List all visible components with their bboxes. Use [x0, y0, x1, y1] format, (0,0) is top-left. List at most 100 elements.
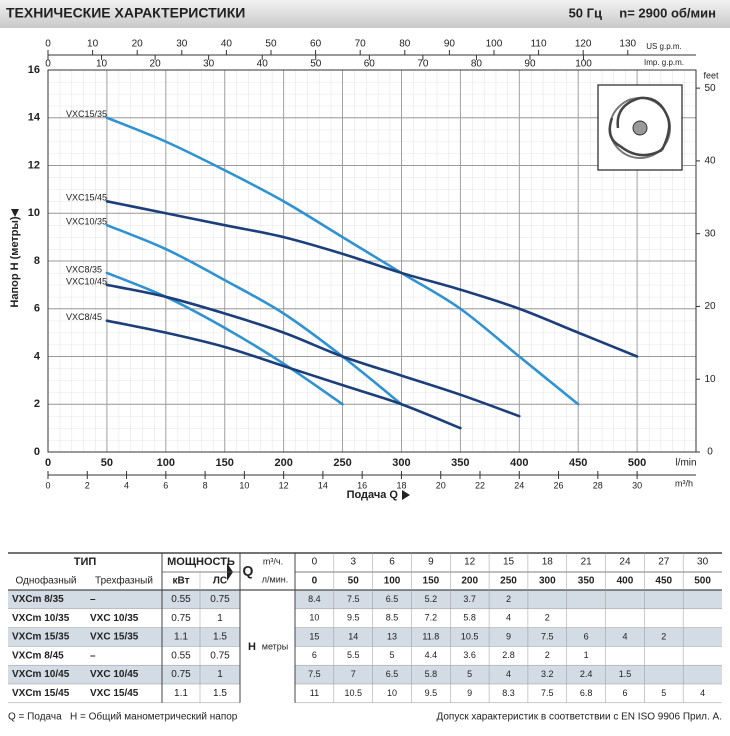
- table-text: 11: [310, 688, 319, 698]
- footer-left: Q = Подача H = Общий манометрический нап…: [8, 711, 238, 723]
- x3-tick-label: 80: [471, 59, 483, 70]
- table-text: 2: [545, 650, 550, 660]
- table-text: 5: [467, 669, 472, 679]
- table-text: 10: [387, 688, 397, 698]
- table-text: 6: [584, 631, 589, 641]
- x2-tick-label: 30: [176, 39, 188, 50]
- table-text: 1.1: [174, 688, 188, 699]
- x4-tick-label: 4: [124, 480, 129, 490]
- x2-tick-label: 80: [399, 39, 411, 50]
- x-tick-label: 300: [392, 457, 410, 469]
- table-text: 400: [617, 576, 634, 587]
- table-text: VXC 10/45: [90, 669, 139, 680]
- x3-tick-label: 70: [417, 59, 429, 70]
- y-tick-label: 12: [28, 159, 40, 171]
- table-text: 6.8: [580, 688, 593, 698]
- table-text: VXCm 8/45: [12, 650, 64, 661]
- table-text: 9: [467, 688, 472, 698]
- table-text: 8.3: [502, 688, 515, 698]
- y-tick-label: 8: [34, 255, 40, 267]
- row-shade: [295, 627, 722, 647]
- table-text: 5: [661, 688, 666, 698]
- table-text: 1.5: [619, 669, 632, 679]
- table-text: m³/ч.: [263, 556, 283, 566]
- table-text: 6: [312, 650, 317, 660]
- x2-tick-label: 10: [87, 39, 99, 50]
- footer-right: Допуск характеристик в соответствии с EN…: [436, 712, 722, 723]
- table-text: 9.5: [347, 613, 360, 623]
- y-tick-label: 6: [34, 303, 40, 315]
- table-text: 0.55: [171, 594, 191, 605]
- row-shade: [8, 627, 240, 647]
- table-text: 300: [539, 576, 556, 587]
- table-text: VXCm 15/45: [12, 688, 70, 699]
- table-text: 50: [348, 576, 360, 587]
- table-text: л/мин.: [262, 574, 288, 584]
- table-text: 7.2: [425, 613, 438, 623]
- x2-tick-label: 100: [486, 39, 503, 50]
- x4-tick-label: 0: [45, 480, 50, 490]
- table-text: 3.6: [463, 650, 476, 660]
- curve-label: VXC15/35: [66, 109, 107, 119]
- table-text: 27: [658, 557, 670, 568]
- x3-tick-label: 20: [150, 59, 162, 70]
- y2-unit: feet: [703, 70, 719, 80]
- table-text: 1: [584, 650, 589, 660]
- y-tick-label: 16: [28, 64, 40, 76]
- x2-tick-label: 60: [310, 39, 322, 50]
- table-text: 0.55: [171, 650, 191, 661]
- x2-tick-label: 0: [45, 39, 51, 50]
- x2-tick-label: 90: [444, 39, 456, 50]
- table-text: 11.8: [422, 631, 439, 641]
- table-text: Однофазный: [15, 575, 76, 587]
- curve-label: VXC10/45: [66, 276, 107, 286]
- x-unit: l/min: [675, 458, 696, 469]
- table-text: 5.2: [425, 594, 438, 604]
- row-shade: [8, 665, 240, 684]
- y-arrow: [11, 209, 19, 217]
- table-text: VXCm 10/35: [12, 613, 70, 624]
- table-text: 4: [622, 631, 627, 641]
- table-text: 450: [655, 576, 672, 587]
- table-text: 0.75: [171, 613, 191, 624]
- table-text: 250: [500, 576, 517, 587]
- table-text: 5.8: [463, 613, 476, 623]
- table-text: 24: [619, 557, 631, 568]
- table-text: 1.5: [213, 632, 227, 643]
- table-text: 7.5: [541, 631, 554, 641]
- x2-tick-label: 20: [132, 39, 144, 50]
- table-text: 0: [312, 557, 318, 568]
- x-tick-label: 100: [157, 457, 175, 469]
- table-text: 6: [622, 688, 627, 698]
- x2-tick-label: 120: [575, 39, 592, 50]
- table-text: 2: [545, 613, 550, 623]
- y2-tick-label: 50: [704, 83, 716, 94]
- x4-tick-label: 18: [396, 480, 406, 490]
- y2-tick-label: 0: [707, 447, 713, 458]
- table-text: 1: [217, 669, 223, 680]
- table-text: 4: [506, 669, 511, 679]
- table-text: 2: [661, 631, 666, 641]
- table-text: 7.5: [347, 594, 360, 604]
- table-text: 14: [348, 631, 358, 641]
- x4-tick-label: 16: [357, 480, 367, 490]
- curve: [105, 200, 639, 358]
- x-tick-label: 400: [510, 457, 528, 469]
- x4-tick-label: 22: [475, 480, 485, 490]
- x4-tick-label: 14: [318, 480, 328, 490]
- x3-tick-label: 10: [96, 59, 108, 70]
- x4-tick-label: 2: [85, 480, 90, 490]
- table-text: 30: [697, 557, 709, 568]
- table-text: 9: [428, 557, 434, 568]
- table-text: ТИП: [74, 556, 97, 568]
- row-shade: [295, 590, 722, 609]
- table-text: 15: [503, 557, 515, 568]
- table-text: 0.75: [171, 669, 191, 680]
- table-text: 5.8: [425, 669, 438, 679]
- table-text: VXC 15/35: [90, 632, 139, 643]
- table-text: 10.5: [344, 688, 362, 698]
- x3-tick-label: 100: [575, 59, 592, 70]
- table-text: 0.75: [210, 594, 230, 605]
